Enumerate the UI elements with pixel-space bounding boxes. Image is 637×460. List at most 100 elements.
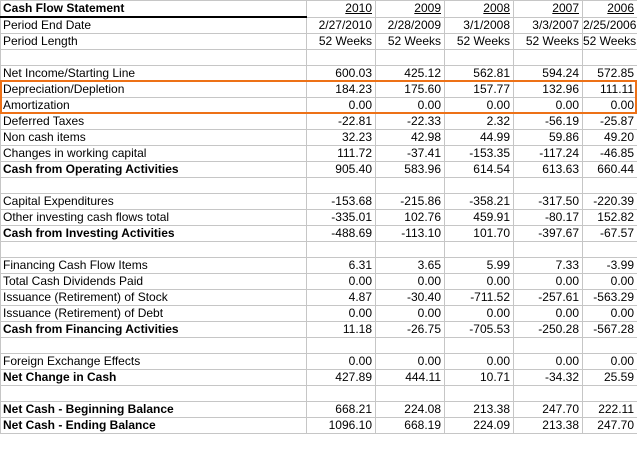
- value-cell[interactable]: -705.53: [444, 321, 514, 338]
- spacer-cell[interactable]: [444, 385, 514, 402]
- row-label[interactable]: Net Cash - Beginning Balance: [0, 401, 307, 418]
- value-cell[interactable]: 0.00: [375, 97, 445, 114]
- spacer-cell[interactable]: [306, 241, 376, 258]
- value-cell[interactable]: -250.28: [513, 321, 583, 338]
- value-cell[interactable]: 668.19: [375, 417, 445, 434]
- year-header-2009[interactable]: 2009: [375, 0, 445, 18]
- value-cell[interactable]: -37.41: [375, 145, 445, 162]
- row-label[interactable]: Amortization: [0, 97, 307, 114]
- row-label[interactable]: Net Cash - Ending Balance: [0, 417, 307, 434]
- row-label[interactable]: Deferred Taxes: [0, 113, 307, 130]
- value-cell[interactable]: 52 Weeks: [513, 33, 583, 50]
- row-label[interactable]: Period End Date: [0, 16, 307, 34]
- value-cell[interactable]: 10.71: [444, 369, 514, 386]
- value-cell[interactable]: 157.77: [444, 81, 514, 98]
- value-cell[interactable]: 0.00: [306, 353, 376, 370]
- spacer-cell[interactable]: [306, 177, 376, 194]
- value-cell[interactable]: -56.19: [513, 113, 583, 130]
- value-cell[interactable]: -25.87: [582, 113, 637, 130]
- value-cell[interactable]: 594.24: [513, 65, 583, 82]
- year-header-2006[interactable]: 2006: [582, 0, 637, 18]
- value-cell[interactable]: 0.00: [444, 305, 514, 322]
- spacer-cell[interactable]: [444, 177, 514, 194]
- spacer-cell[interactable]: [0, 241, 307, 258]
- row-label[interactable]: Net Change in Cash: [0, 369, 307, 386]
- value-cell[interactable]: 111.11: [582, 81, 637, 98]
- value-cell[interactable]: 3/3/2007: [513, 16, 583, 34]
- value-cell[interactable]: 0.00: [513, 353, 583, 370]
- spacer-cell[interactable]: [375, 49, 445, 66]
- spacer-cell[interactable]: [0, 177, 307, 194]
- spacer-cell[interactable]: [513, 385, 583, 402]
- value-cell[interactable]: 0.00: [375, 305, 445, 322]
- value-cell[interactable]: -215.86: [375, 193, 445, 210]
- value-cell[interactable]: -397.67: [513, 225, 583, 242]
- spacer-cell[interactable]: [582, 385, 637, 402]
- value-cell[interactable]: -30.40: [375, 289, 445, 306]
- statement-title[interactable]: Cash Flow Statement: [0, 0, 307, 18]
- value-cell[interactable]: 52 Weeks: [306, 33, 376, 50]
- value-cell[interactable]: -358.21: [444, 193, 514, 210]
- value-cell[interactable]: -26.75: [375, 321, 445, 338]
- value-cell[interactable]: 247.70: [513, 401, 583, 418]
- row-label[interactable]: Cash from Investing Activities: [0, 225, 307, 242]
- value-cell[interactable]: 459.91: [444, 209, 514, 226]
- spacer-cell[interactable]: [306, 49, 376, 66]
- value-cell[interactable]: 668.21: [306, 401, 376, 418]
- value-cell[interactable]: 3/1/2008: [444, 16, 514, 34]
- row-label[interactable]: Issuance (Retirement) of Stock: [0, 289, 307, 306]
- value-cell[interactable]: 32.23: [306, 129, 376, 146]
- year-header-2007[interactable]: 2007: [513, 0, 583, 18]
- value-cell[interactable]: 0.00: [582, 273, 637, 290]
- value-cell[interactable]: -488.69: [306, 225, 376, 242]
- spacer-cell[interactable]: [582, 337, 637, 354]
- spacer-cell[interactable]: [444, 337, 514, 354]
- value-cell[interactable]: -22.33: [375, 113, 445, 130]
- value-cell[interactable]: 0.00: [306, 97, 376, 114]
- value-cell[interactable]: 2.32: [444, 113, 514, 130]
- row-label[interactable]: Non cash items: [0, 129, 307, 146]
- value-cell[interactable]: 2/27/2010: [306, 16, 376, 34]
- row-label[interactable]: Foreign Exchange Effects: [0, 353, 307, 370]
- value-cell[interactable]: 5.99: [444, 257, 514, 274]
- value-cell[interactable]: 59.86: [513, 129, 583, 146]
- value-cell[interactable]: 49.20: [582, 129, 637, 146]
- value-cell[interactable]: -335.01: [306, 209, 376, 226]
- value-cell[interactable]: -317.50: [513, 193, 583, 210]
- value-cell[interactable]: 132.96: [513, 81, 583, 98]
- value-cell[interactable]: -220.39: [582, 193, 637, 210]
- value-cell[interactable]: 660.44: [582, 161, 637, 178]
- value-cell[interactable]: 224.08: [375, 401, 445, 418]
- value-cell[interactable]: 7.33: [513, 257, 583, 274]
- value-cell[interactable]: 1096.10: [306, 417, 376, 434]
- value-cell[interactable]: 572.85: [582, 65, 637, 82]
- spacer-cell[interactable]: [375, 385, 445, 402]
- value-cell[interactable]: 6.31: [306, 257, 376, 274]
- spacer-cell[interactable]: [582, 177, 637, 194]
- value-cell[interactable]: 614.54: [444, 161, 514, 178]
- value-cell[interactable]: 0.00: [444, 97, 514, 114]
- row-label[interactable]: Cash from Operating Activities: [0, 161, 307, 178]
- value-cell[interactable]: -567.28: [582, 321, 637, 338]
- value-cell[interactable]: 52 Weeks: [444, 33, 514, 50]
- value-cell[interactable]: 11.18: [306, 321, 376, 338]
- value-cell[interactable]: 905.40: [306, 161, 376, 178]
- value-cell[interactable]: -153.35: [444, 145, 514, 162]
- value-cell[interactable]: -257.61: [513, 289, 583, 306]
- value-cell[interactable]: -711.52: [444, 289, 514, 306]
- value-cell[interactable]: -80.17: [513, 209, 583, 226]
- spacer-cell[interactable]: [582, 241, 637, 258]
- value-cell[interactable]: 2/28/2009: [375, 16, 445, 34]
- year-header-2008[interactable]: 2008: [444, 0, 514, 18]
- value-cell[interactable]: 52 Weeks: [582, 33, 637, 50]
- value-cell[interactable]: 0.00: [513, 97, 583, 114]
- value-cell[interactable]: 152.82: [582, 209, 637, 226]
- value-cell[interactable]: 0.00: [513, 273, 583, 290]
- value-cell[interactable]: 0.00: [306, 273, 376, 290]
- spacer-cell[interactable]: [375, 241, 445, 258]
- value-cell[interactable]: 583.96: [375, 161, 445, 178]
- spacer-cell[interactable]: [513, 337, 583, 354]
- value-cell[interactable]: 213.38: [513, 417, 583, 434]
- value-cell[interactable]: -67.57: [582, 225, 637, 242]
- value-cell[interactable]: 224.09: [444, 417, 514, 434]
